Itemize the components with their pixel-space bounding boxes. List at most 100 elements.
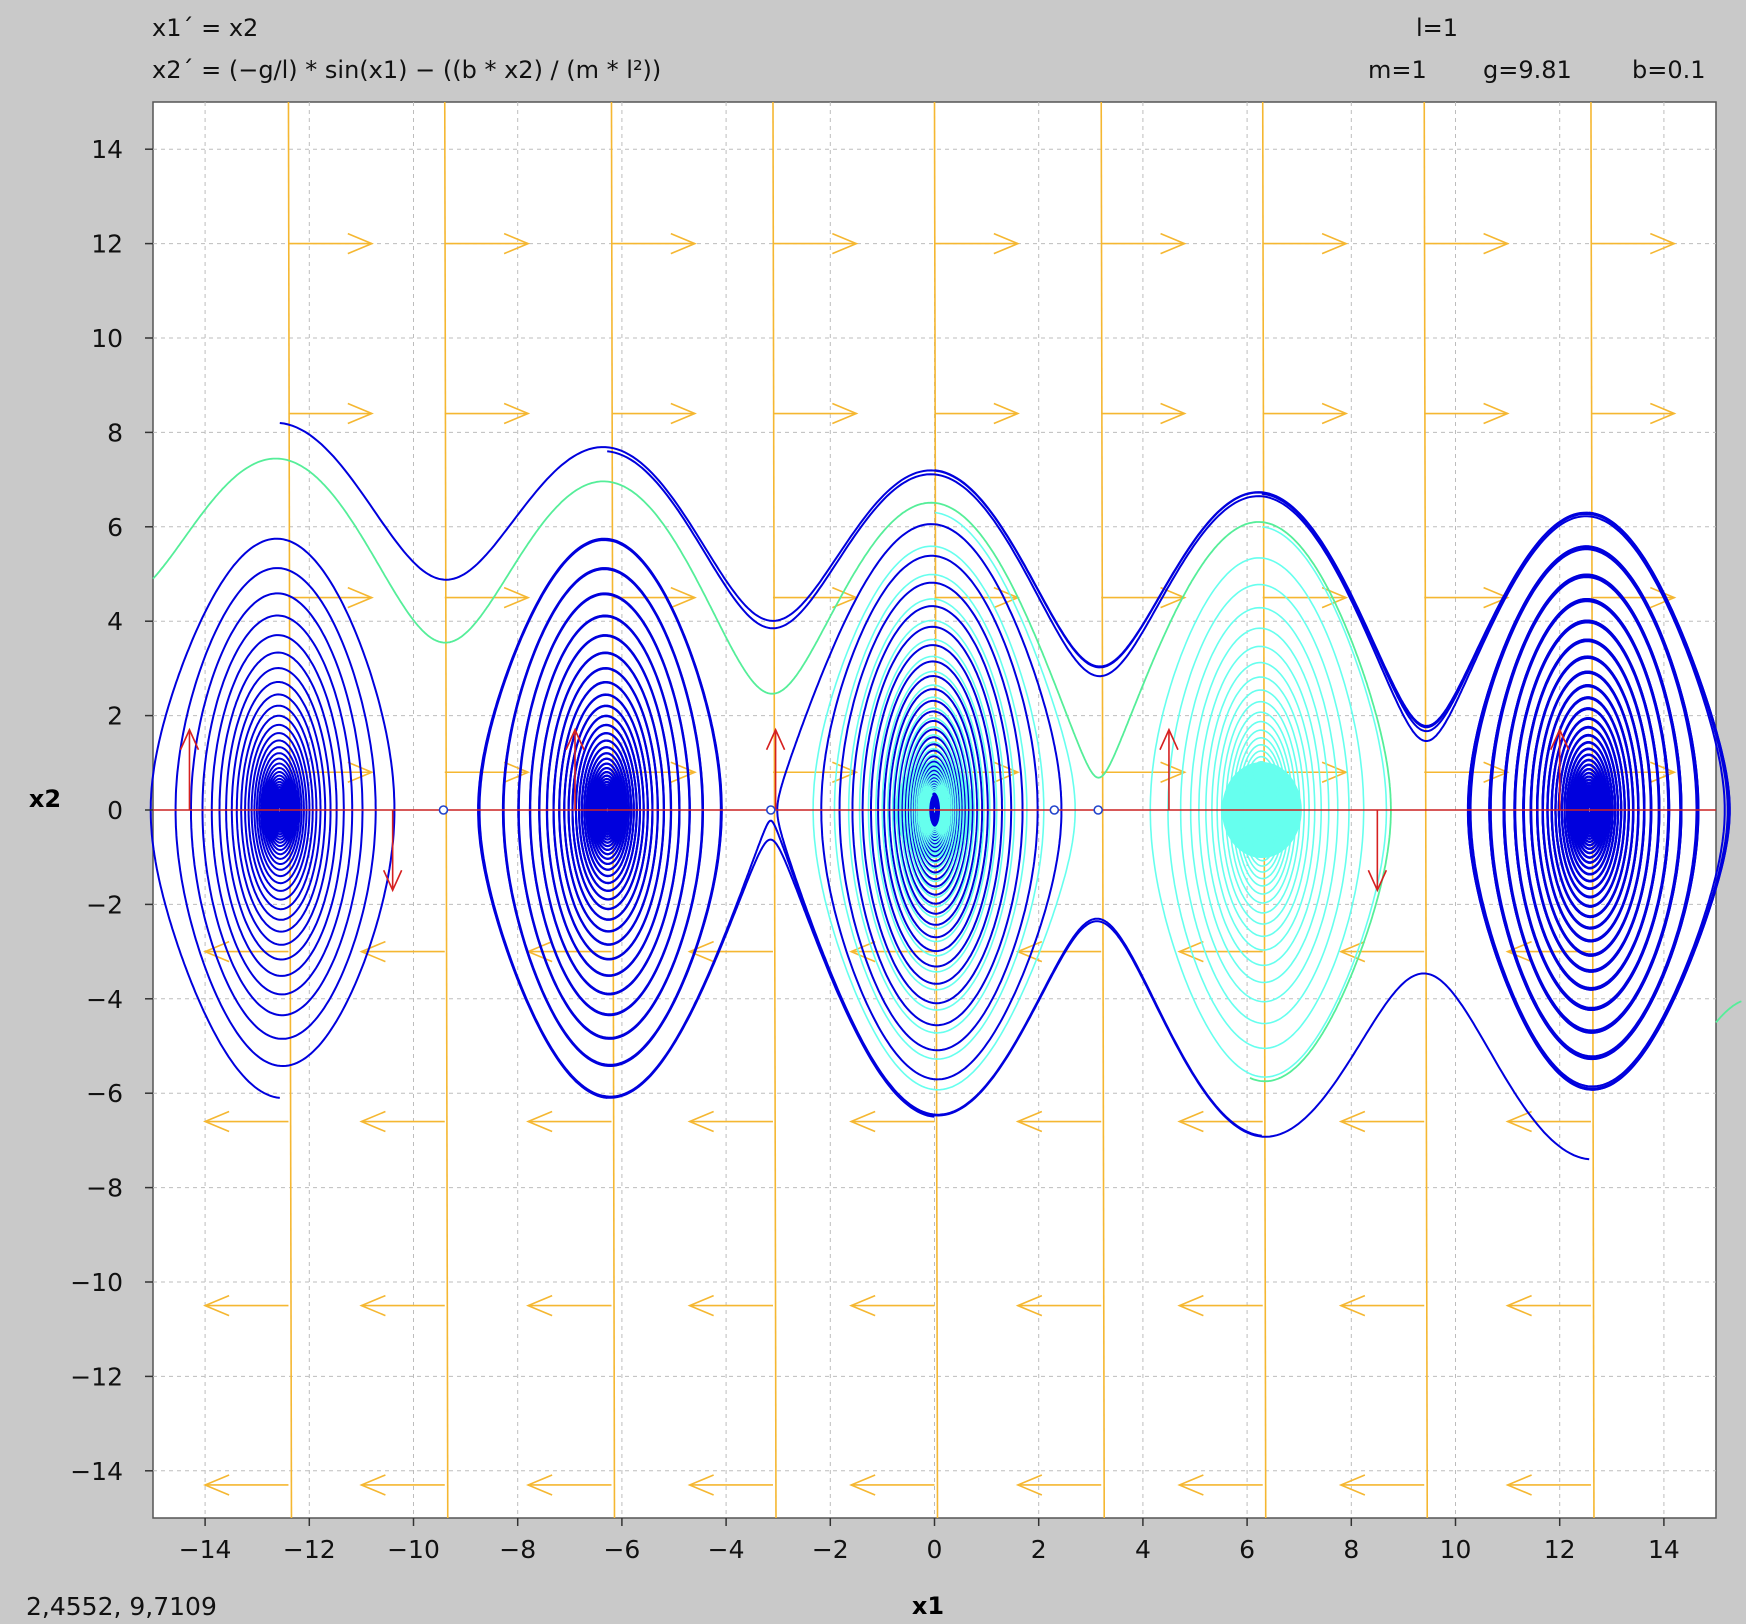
y-tick-label: −4 [86,985,123,1014]
field-arrow-head [1650,402,1677,425]
field-arrow-head [1321,761,1349,783]
vertical-field-arrow-head [1159,727,1179,751]
field-arrow-head [993,402,1020,425]
y-tick-label: 10 [91,324,123,353]
field-arrow-head [1650,586,1677,609]
y-tick-label: 8 [107,418,123,447]
equation-x1: x1´ = x2 [152,14,259,42]
field-arrow-head [1505,940,1532,963]
vertical-field-arrow-head [565,727,585,751]
field-arrow-head [359,1294,386,1317]
y-tick-label: −2 [86,890,123,919]
field-arrow-head [1177,1294,1204,1317]
field-arrow-head [203,1110,230,1133]
x-tick-label: −8 [499,1535,536,1564]
trajectory-separatrix [152,457,1392,1083]
equilibrium-marker [438,805,449,815]
field-arrow-head [1483,402,1510,425]
param-l: l=1 [1416,14,1459,42]
field-arrow-head [203,1294,230,1317]
x-tick-label: −2 [812,1535,849,1564]
field-arrow-head [1177,1474,1204,1496]
x-tick-label: −10 [387,1535,440,1564]
field-arrow-head [1505,1294,1532,1317]
y-tick-label: −12 [70,1362,123,1391]
field-arrow-head [1015,1110,1043,1133]
field-arrow-head [1338,940,1366,963]
field-arrow-head [503,232,531,255]
y-tick-label: 6 [107,513,123,542]
field-arrow-head [1321,232,1349,255]
field-arrow-head [687,1474,714,1496]
field-arrow-head [359,1474,386,1496]
field-arrow-head [849,940,876,963]
equilibrium-marker [766,805,776,815]
vertical-field-arrow-head [1367,869,1388,893]
field-arrow-head [849,1294,876,1317]
trajectory-separatrix [1715,1000,1742,1023]
field-arrow-head [1177,1110,1204,1133]
y-tick-label: −6 [86,1079,123,1108]
field-arrow-head [1338,1110,1366,1133]
field-arrow-head [670,232,697,255]
param-g: g=9.81 [1483,56,1572,84]
field-arrow-head [1177,940,1204,963]
x-tick-label: 12 [1544,1535,1576,1564]
trajectory-inner [812,511,1076,1091]
y-tick-label: 12 [91,230,123,259]
trajectory-spiral [149,537,396,1099]
field-arrow-head [1338,1294,1366,1317]
x-tick-label: −4 [708,1535,745,1564]
cursor-coordinates: 2,4552, 9,7109 [26,1592,217,1621]
trajectory-spiral [478,538,1590,1161]
field-arrow-head [1505,1474,1532,1496]
field-arrow-head [687,1110,714,1133]
field-arrow-head [1015,1294,1043,1317]
field-arrow-head [832,232,859,255]
y-tick-label: 0 [107,796,123,825]
x-tick-label: −14 [179,1535,232,1564]
y-tick-label: 4 [107,607,123,636]
x2-nullcline [153,727,1716,893]
field-arrow-head [503,402,531,425]
x-tick-label: 6 [1239,1535,1255,1564]
x-tick-label: 4 [1135,1535,1151,1564]
field-arrow-head [832,402,859,425]
field-arrow-head [359,940,386,963]
vertical-field-arrow-head [179,727,200,751]
x-tick-label: 2 [1031,1535,1047,1564]
x-tick-label: 10 [1440,1535,1472,1564]
trajectory-spiral [1466,511,1731,1091]
y-tick-label: 14 [91,135,123,164]
field-arrow-head [1483,232,1510,255]
vertical-field-arrow-head [765,727,786,751]
x-tick-label: −6 [603,1535,640,1564]
field-arrow-head [347,402,374,425]
trajectory-inner [1149,526,1388,1078]
field-arrow-head [1483,586,1510,609]
axis-ticks: −14 −12 −10 −8 −6 −4 −2 0 2 4 6 8 10 12 14 14 12 10 8 6 4 2 0 −… [70,135,1680,1564]
field-arrow-head [849,1474,876,1496]
field-arrow-head [687,940,714,963]
y-axis-title: x2 [29,785,61,813]
param-m: m=1 [1368,56,1427,84]
field-arrow-head [503,586,531,609]
field-arrow-head [526,1110,553,1133]
field-arrow-head [1160,402,1187,425]
field-arrow-head [1505,1110,1532,1133]
field-arrow-head [347,586,374,609]
y-tick-label: −14 [70,1457,123,1486]
field-arrow-head [1650,232,1677,255]
x-axis-title: x1 [912,1592,944,1620]
field-arrow-head [1160,586,1187,609]
field-arrow-head [670,586,697,609]
field-arrow-head [347,232,374,255]
field-arrow-head [203,940,230,963]
equilibrium-markers [438,805,1103,815]
x-tick-label: 0 [927,1535,943,1564]
field-arrow-head [670,402,697,425]
param-b: b=0.1 [1632,56,1706,84]
field-arrow-head [1160,232,1187,255]
field-arrow-head [687,1294,714,1317]
